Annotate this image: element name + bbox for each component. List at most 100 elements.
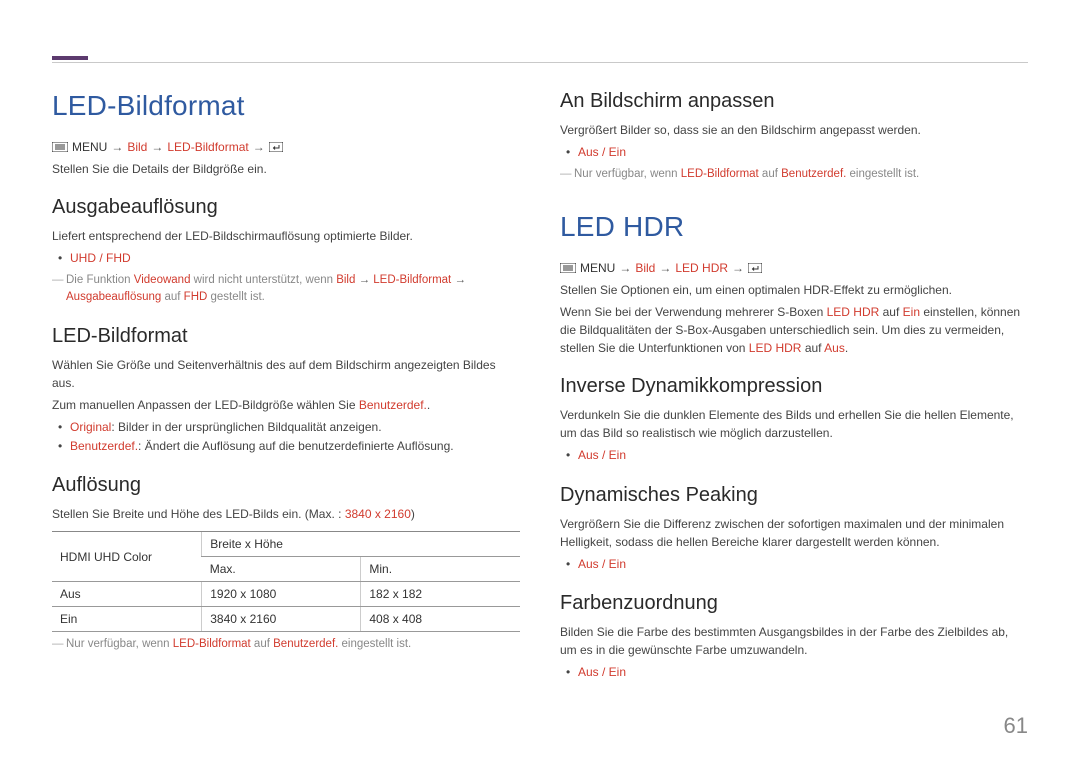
n3-lbf: LED-Bildformat xyxy=(173,638,251,650)
rn0-end: eingestellt ist. xyxy=(846,168,919,180)
rp-pre: Wenn Sie bei der Verwendung mehrerer S-B… xyxy=(560,305,827,319)
rp-l1: LED HDR xyxy=(827,305,880,319)
r-sec0-note: ― Nur verfügbar, wenn LED-Bildformat auf… xyxy=(560,166,1028,183)
nav-path-right: MENU → Bild → LED HDR → xyxy=(560,261,1028,275)
arrow-icon: → xyxy=(111,140,123,154)
n3-pre: Nur verfügbar, wenn xyxy=(66,638,173,650)
r1c2: 1920 x 1080 xyxy=(202,582,361,607)
note-dash-icon: ― xyxy=(52,272,66,307)
nav-bild: Bild xyxy=(127,140,147,154)
left-intro: Stellen Sie die Details der Bildgröße ei… xyxy=(52,160,520,178)
r-intro: Stellen Sie Optionen ein, um einen optim… xyxy=(560,281,1028,299)
nav-lbf: LED-Bildformat xyxy=(167,140,248,154)
rp-aus: Aus xyxy=(824,341,845,355)
sec2-b2-red: Benutzerdef. xyxy=(359,398,427,412)
sec2-b1-red: Original xyxy=(70,420,111,434)
rp-end: . xyxy=(845,341,848,355)
r-sec3-bullets: Aus / Ein xyxy=(560,663,1028,682)
r-sec3-title: Farbenzuordnung xyxy=(560,592,1028,615)
n3-auf: auf xyxy=(251,638,273,650)
sec1-title: Ausgabeauflösung xyxy=(52,196,520,219)
r-sec2-bullet: Aus / Ein xyxy=(578,557,626,571)
r2c1: Ein xyxy=(52,607,202,632)
arrow-icon: → xyxy=(253,140,265,154)
sec2-b2-rest: : Ändert die Auflösung auf die benutzerd… xyxy=(138,439,454,453)
note-end: gestellt ist. xyxy=(207,291,265,303)
arrow-icon: → xyxy=(732,261,744,275)
sec2-body1: Wählen Sie Größe und Seitenverhältnis de… xyxy=(52,356,520,392)
n3-bd: Benutzerdef. xyxy=(273,638,338,650)
r-sec0-title: An Bildschirm anpassen xyxy=(560,90,1028,113)
enter-icon xyxy=(269,142,283,152)
sec3-pre: Stellen Sie Breite und Höhe des LED-Bild… xyxy=(52,507,345,521)
note-fhd: FHD xyxy=(184,291,208,303)
th-min: Min. xyxy=(361,557,520,582)
top-rule xyxy=(52,62,1028,63)
n3-end: eingestellt ist. xyxy=(338,638,411,650)
left-column: LED-Bildformat MENU → Bild → LED-Bildfor… xyxy=(52,90,520,686)
note-lbf: LED-Bildformat xyxy=(373,274,451,286)
sec2-b2-pre: Zum manuellen Anpassen der LED-Bildgröße… xyxy=(52,398,359,412)
arrow-icon: → xyxy=(619,261,631,275)
r2c2: 3840 x 2160 xyxy=(202,607,361,632)
r-para: Wenn Sie bei der Verwendung mehrerer S-B… xyxy=(560,303,1028,357)
r1c3: 182 x 182 xyxy=(361,582,520,607)
r-sec1-title: Inverse Dynamikkompression xyxy=(560,375,1028,398)
note-aus: Ausgabeauflösung xyxy=(66,291,161,303)
r-sec0-bullets: Aus / Ein xyxy=(560,143,1028,162)
enter-icon xyxy=(748,263,762,273)
nav-path-left: MENU → Bild → LED-Bildformat → xyxy=(52,140,520,154)
note-pre: Die Funktion xyxy=(66,274,134,286)
note-mid: wird nicht unterstützt, wenn xyxy=(190,274,336,286)
sec1-note: ― Die Funktion Videowand wird nicht unte… xyxy=(52,272,520,307)
sec3-red: 3840 x 2160 xyxy=(345,507,411,521)
rn0-bd: Benutzerdef. xyxy=(781,168,846,180)
rp-a1: auf xyxy=(879,305,902,319)
menu-icon xyxy=(52,142,68,152)
menu-label: MENU xyxy=(72,140,107,154)
sec2-b2-red2: Benutzerdef. xyxy=(70,439,138,453)
rn0-lbf: LED-Bildformat xyxy=(681,168,759,180)
r-sec1-bullet: Aus / Ein xyxy=(578,448,626,462)
rp-a2: auf xyxy=(801,341,824,355)
r-sec1-body: Verdunkeln Sie die dunklen Elemente des … xyxy=(560,406,1028,442)
rn0-auf: auf xyxy=(759,168,781,180)
th-max: Max. xyxy=(202,557,361,582)
left-h1: LED-Bildformat xyxy=(52,90,520,122)
right-column: An Bildschirm anpassen Vergrößert Bilder… xyxy=(560,90,1028,686)
r-sec1-bullets: Aus / Ein xyxy=(560,446,1028,465)
sec2-b2-end: . xyxy=(427,398,430,412)
sec2-b1-rest: : Bilder in der ursprünglichen Bildquali… xyxy=(111,420,381,434)
rnav-bild: Bild xyxy=(635,261,655,275)
note-bild: Bild xyxy=(336,274,355,286)
sec1-bullet: UHD / FHD xyxy=(70,251,131,265)
sec1-body: Liefert entsprechend der LED-Bildschirma… xyxy=(52,227,520,245)
sec1-bullets: UHD / FHD xyxy=(52,249,520,268)
note-dash-icon: ― xyxy=(560,166,574,183)
th-hdmi: HDMI UHD Color xyxy=(52,532,202,582)
note-auf: auf xyxy=(161,291,183,303)
rnav-hdr: LED HDR xyxy=(675,261,728,275)
rn0-pre: Nur verfügbar, wenn xyxy=(574,168,681,180)
sec3-end: ) xyxy=(411,507,415,521)
resolution-table: HDMI UHD Color Breite x Höhe Max. Min. A… xyxy=(52,531,520,632)
page-content: LED-Bildformat MENU → Bild → LED-Bildfor… xyxy=(0,0,1080,686)
r-sec0-body: Vergrößert Bilder so, dass sie an den Bi… xyxy=(560,121,1028,139)
r-sec3-body: Bilden Sie die Farbe des bestimmten Ausg… xyxy=(560,623,1028,659)
sec2-body2: Zum manuellen Anpassen der LED-Bildgröße… xyxy=(52,396,520,414)
sec2-title: LED-Bildformat xyxy=(52,325,520,348)
sec2-bullets: Original: Bilder in der ursprünglichen B… xyxy=(52,418,520,456)
menu-icon xyxy=(560,263,576,273)
r-sec2-body: Vergrößern Sie die Differenz zwischen de… xyxy=(560,515,1028,551)
arrow-icon: → xyxy=(151,140,163,154)
note-vw: Videowand xyxy=(134,274,191,286)
r2c3: 408 x 408 xyxy=(361,607,520,632)
th-bxh: Breite x Höhe xyxy=(202,532,520,557)
sec3-body: Stellen Sie Breite und Höhe des LED-Bild… xyxy=(52,505,520,523)
sec3-note: ― Nur verfügbar, wenn LED-Bildformat auf… xyxy=(52,636,520,653)
r-sec2-title: Dynamisches Peaking xyxy=(560,484,1028,507)
rp-ein: Ein xyxy=(903,305,920,319)
right-h1: LED HDR xyxy=(560,211,1028,243)
rp-l2: LED HDR xyxy=(749,341,802,355)
r-sec2-bullets: Aus / Ein xyxy=(560,555,1028,574)
